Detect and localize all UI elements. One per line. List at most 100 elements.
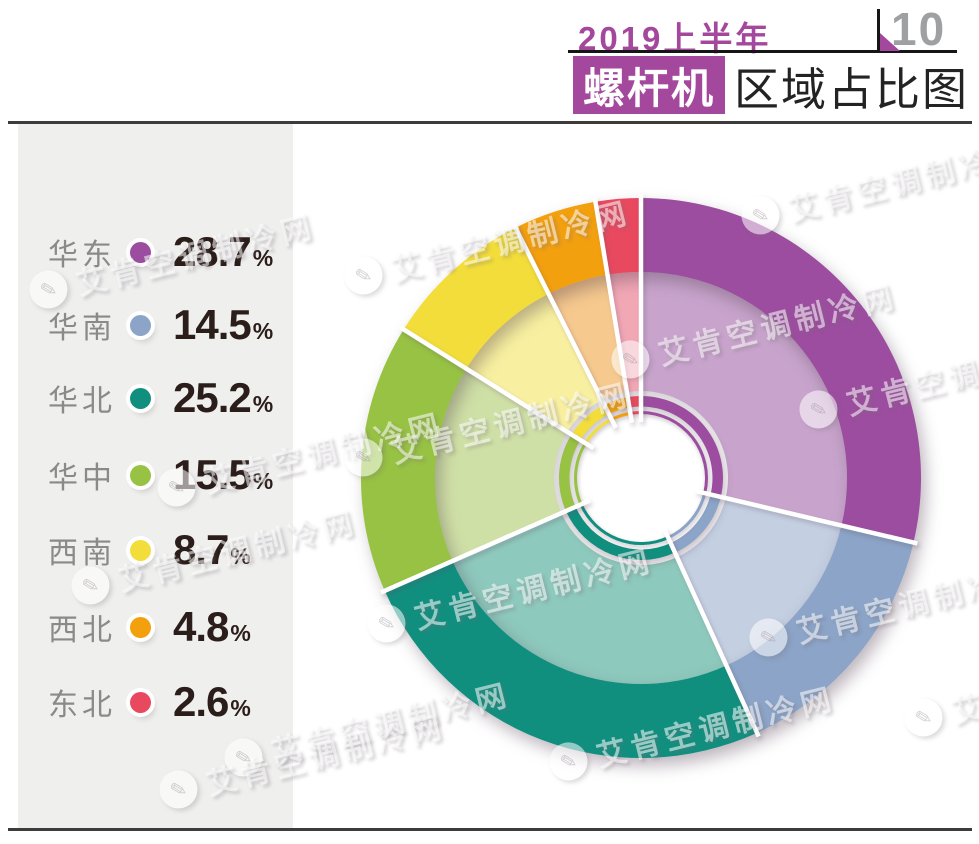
legend-value: 2.6% <box>173 678 251 725</box>
watermark: ✎ 艾肯空调制冷网 <box>795 322 979 436</box>
divider-line-bottom <box>8 828 972 831</box>
ring-thin <box>574 411 709 545</box>
segment-西北-thick <box>604 397 630 415</box>
segment-华中-thin <box>574 442 587 505</box>
watermark-text: 艾肯空调制冷网 <box>388 378 635 470</box>
watermark-logo-icon: ✎ <box>745 614 792 661</box>
watermark: ✎ 艾肯空调制冷网 <box>607 272 902 386</box>
legend-item: 华东 28.7% <box>48 228 273 276</box>
page-title: 区域占比图 <box>734 63 970 115</box>
divider-line <box>662 528 761 738</box>
watermark-logo-icon: ✎ <box>363 600 410 647</box>
legend-value: 28.7% <box>173 228 274 275</box>
ring-mid <box>434 272 848 684</box>
legend-item: 西南 8.7% <box>48 526 251 574</box>
segment-华南-thin <box>667 492 707 539</box>
watermark-text: 艾肯空调制冷网 <box>655 280 902 372</box>
watermark: ✎ 艾肯空调制冷网 <box>737 128 979 242</box>
legend-item: 华南 14.5% <box>48 301 273 349</box>
watermark: ✎ 艾肯空调制冷网 <box>900 630 979 744</box>
segment-华南-mid <box>677 498 842 666</box>
watermark-text: 艾肯空调制冷网 <box>948 638 979 730</box>
segment-华南-outer <box>726 525 914 733</box>
segment-华中-thick <box>558 434 581 512</box>
watermark-logo-icon: ✎ <box>340 434 387 481</box>
legend-value: 14.5% <box>173 301 274 348</box>
watermark-text: 艾肯空调制冷网 <box>411 544 658 636</box>
legend-dot <box>130 616 151 638</box>
legend-label: 华东 <box>48 239 116 272</box>
segment-西南-thick <box>571 404 609 441</box>
percent-sign: % <box>230 620 251 646</box>
segment-dividers <box>380 194 918 738</box>
segment-西北-thin <box>610 411 631 421</box>
divider-line <box>592 197 635 424</box>
title-highlight-box: 螺杆机 <box>573 56 725 114</box>
legend-item: 华北 25.2% <box>48 374 273 422</box>
title-highlight: 螺杆机 <box>582 64 715 112</box>
segment-东北-outer <box>595 198 641 275</box>
watermark: ✎ 艾肯空调制冷网 <box>745 550 979 664</box>
segment-华南-thick <box>670 494 721 553</box>
accent-triangle <box>880 33 900 51</box>
segment-西南-mid <box>466 293 602 432</box>
segment-东北-mid <box>607 272 641 393</box>
segment-华北-mid <box>452 513 727 684</box>
percent-sign: % <box>252 468 274 494</box>
segment-东北-thin <box>630 411 641 415</box>
watermark: ✎ 艾肯空调制冷网 <box>340 188 635 302</box>
percent-sign: % <box>252 245 274 271</box>
watermark-logo-icon: ✎ <box>545 738 592 785</box>
segment-华东-thin <box>641 411 709 494</box>
watermark-logo-icon: ✎ <box>900 694 947 741</box>
page-number: 10 <box>891 3 947 55</box>
segment-东北-thick <box>627 395 641 408</box>
segment-华东-thick <box>641 396 723 497</box>
page-number-tick <box>877 9 880 50</box>
watermark: ✎ 艾肯空调制冷网 <box>340 370 635 484</box>
watermark-text: 艾肯空调制冷网 <box>843 330 979 422</box>
legend-dot <box>130 464 151 486</box>
divider-line <box>399 325 595 451</box>
segment-华东-mid <box>641 272 848 526</box>
percent-sign: % <box>252 391 274 417</box>
legend-label: 西南 <box>48 537 116 570</box>
header-rule <box>568 50 957 53</box>
legend-dot <box>130 691 151 713</box>
legend-item: 西北 4.8% <box>48 603 251 651</box>
watermark-text: 艾肯空调制冷网 <box>785 136 979 228</box>
watermark-logo-icon: ✎ <box>340 252 387 299</box>
watermark: ✎ 艾肯空调制冷网 <box>545 674 840 788</box>
segment-西南-thin <box>584 418 613 445</box>
segment-西南-outer <box>403 227 549 369</box>
legend-label: 华中 <box>48 462 116 495</box>
watermark-text: 艾肯空调制冷网 <box>388 196 635 288</box>
segment-华中-outer <box>361 329 467 591</box>
legend-item: 华中 15.5% <box>48 451 273 499</box>
divider-line <box>694 488 918 546</box>
legend-value: 8.7% <box>173 526 251 573</box>
watermark-text: 艾肯空调制冷网 <box>268 678 515 770</box>
segment-华东-outer <box>641 198 922 543</box>
legend-label: 东北 <box>48 689 116 722</box>
percent-sign: % <box>230 543 251 569</box>
watermark-text: 艾肯空调制冷网 <box>593 682 840 774</box>
watermark-logo-icon: ✎ <box>795 386 842 433</box>
legend-label: 西北 <box>48 614 116 647</box>
watermark-logo-icon: ✎ <box>737 192 784 239</box>
divider-line <box>380 498 591 595</box>
segment-西北-outer <box>515 201 608 294</box>
legend-dot <box>130 314 151 336</box>
percent-sign: % <box>252 318 274 344</box>
ring-thick <box>558 395 723 561</box>
segment-华北-thin <box>579 503 669 545</box>
divider-line <box>511 223 618 429</box>
watermark: ✎ 艾肯空调制冷网 <box>363 536 658 650</box>
ring-outer <box>361 198 922 759</box>
segment-华中-mid <box>434 368 568 561</box>
legend-value: 15.5% <box>173 451 274 498</box>
legend-value: 4.8% <box>173 603 251 650</box>
segment-华北-outer <box>384 561 758 759</box>
legend-dot <box>130 539 151 561</box>
legend-dot <box>130 387 151 409</box>
